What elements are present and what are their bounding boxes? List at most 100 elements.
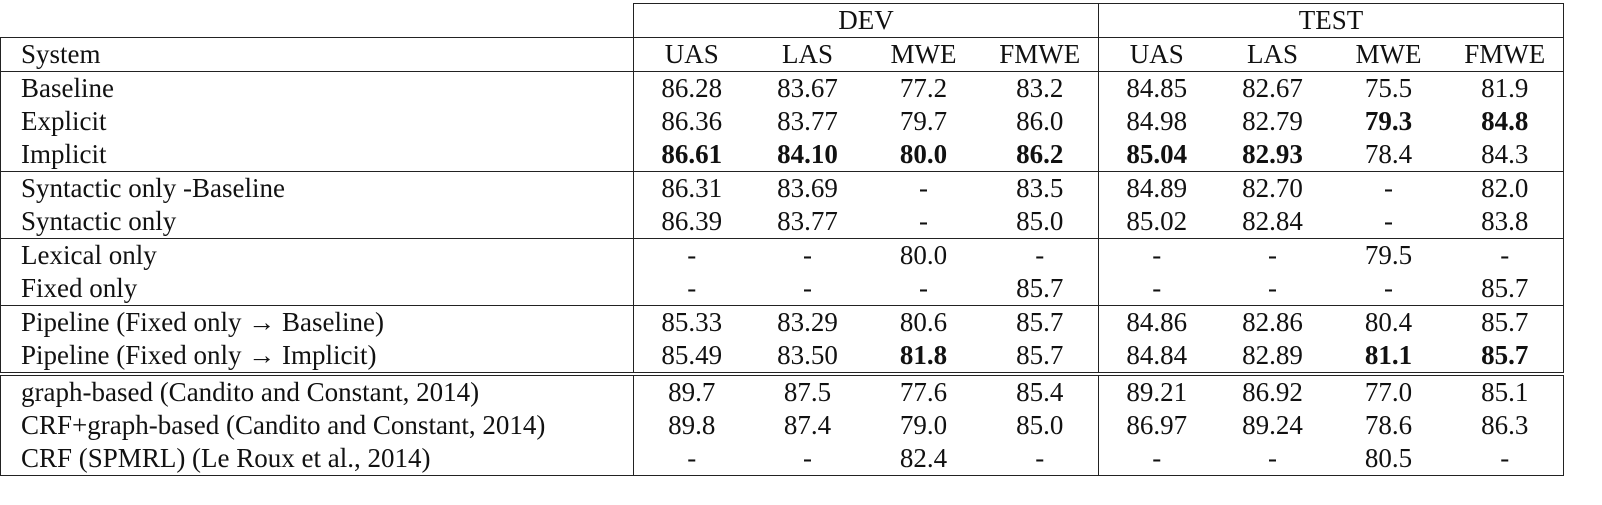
bold-value: 85.04 [1126, 139, 1188, 169]
score-cell: 79.0 [899, 410, 948, 440]
data-row: Pipeline (Fixed only → Implicit) 85.49 83.… [0, 339, 1564, 374]
data-row: graph-based (Candito and Constant, 2014)… [0, 372, 1564, 409]
score-cell: 83.77 [777, 106, 838, 136]
score-cell: 89.24 [1242, 410, 1303, 440]
bold-value: 86.2 [1016, 139, 1064, 169]
score-cell: 83.50 [777, 340, 838, 370]
score-cell: 81.1 [1331, 339, 1447, 374]
score-cell: - [981, 238, 1099, 272]
score-cell: 85.7 [1016, 273, 1064, 303]
table-body: DEV TEST System UAS LAS MWE FMWE UAS LAS MWE FMWE B… [0, 3, 1564, 476]
score-cell: 82.0 [1446, 171, 1564, 205]
score-cell: 84.89 [1098, 171, 1215, 205]
score-cell: 84.84 [1098, 339, 1215, 374]
score-cell: 80.4 [1330, 305, 1447, 339]
score-cell: 80.0 [865, 238, 982, 272]
data-row: Explicit 86.36 83.77 79.7 86.0 84.98 82.79 79.3… [0, 105, 1564, 138]
group-header-row: DEV TEST [1, 3, 1564, 38]
score-cell: 86.39 [633, 205, 750, 239]
system-name: Pipeline (Fixed only → Implicit) [0, 339, 634, 374]
score-cell: 83.29 [749, 305, 866, 339]
score-cell: - [749, 442, 866, 476]
score-cell: 86.92 [1214, 372, 1331, 409]
score-cell: 80.5 [1330, 442, 1447, 476]
score-cell: 81.9 [1446, 71, 1564, 105]
column-header-row: System UAS LAS MWE FMWE UAS LAS MWE FMWE [0, 37, 1564, 72]
system-name: Implicit [0, 138, 634, 172]
score-cell: 85.0 [1016, 410, 1064, 440]
results-table: DEV TEST System UAS LAS MWE FMWE UAS LAS MWE FMWE B… [0, 3, 1564, 476]
score-cell: 86.31 [633, 171, 750, 205]
score-cell: 83.2 [981, 71, 1099, 105]
score-cell: 86.3 [1446, 409, 1564, 442]
score-cell: 79.7 [899, 106, 948, 136]
data-row: Implicit 86.61 84.10 80.0 86.2 85.04 82.93 78.4… [0, 138, 1564, 172]
score-cell: 86.28 [633, 71, 750, 105]
score-cell: 82.70 [1214, 171, 1331, 205]
score-cell: 77.0 [1330, 372, 1447, 409]
score-cell: 83.67 [749, 71, 866, 105]
score-cell: 86.36 [633, 105, 750, 138]
score-cell: - [1214, 442, 1331, 476]
score-cell: - [1098, 442, 1215, 476]
bold-value: 80.0 [899, 139, 948, 169]
score-cell: 82.93 [1215, 138, 1331, 172]
score-cell: 82.4 [865, 442, 982, 476]
score-cell: 85.33 [633, 305, 750, 339]
column-header: MWE [865, 37, 982, 72]
score-cell: 86.2 [982, 138, 1099, 172]
system-name: Lexical only [0, 238, 634, 272]
score-cell: - [1268, 273, 1277, 303]
score-cell: - [633, 238, 750, 272]
data-row: Fixed only - - -85.7- - -85.7 [0, 272, 1564, 306]
score-cell: - [919, 206, 928, 236]
column-header: FMWE [981, 37, 1099, 72]
score-cell: 81.8 [866, 339, 982, 374]
score-cell: 82.86 [1214, 305, 1331, 339]
system-name: Syntactic only -Baseline [0, 171, 634, 205]
score-cell: 85.7 [1446, 272, 1564, 306]
score-cell: 86.61 [633, 138, 750, 172]
score-cell: 83.5 [981, 171, 1099, 205]
score-cell: - [633, 272, 750, 306]
score-cell: 84.8 [1446, 105, 1564, 138]
score-cell: 87.5 [749, 372, 866, 409]
score-cell: 83.69 [749, 171, 866, 205]
column-header: System [0, 37, 634, 72]
score-cell: 85.7 [1446, 339, 1564, 374]
score-cell: 82.79 [1242, 106, 1303, 136]
score-cell: - [749, 238, 866, 272]
system-name: CRF (SPMRL) (Le Roux et al., 2014) [0, 442, 634, 476]
table-container: DEV TEST System UAS LAS MWE FMWE UAS LAS MWE FMWE B… [0, 3, 1564, 476]
column-header: FMWE [1446, 37, 1564, 72]
bold-value: 81.8 [899, 340, 948, 370]
score-cell: - [1098, 272, 1215, 306]
data-row: Baseline 86.28 83.67 77.2 83.2 84.85 82.67 75.5… [0, 71, 1564, 105]
score-cell: - [1214, 238, 1331, 272]
column-header: MWE [1330, 37, 1447, 72]
column-header: LAS [749, 37, 866, 72]
score-cell: 86.0 [1016, 106, 1064, 136]
score-cell: 85.7 [981, 305, 1099, 339]
data-row: Syntactic only 86.39 83.77 - 85.0 85.02 82.84 -… [0, 205, 1564, 239]
score-cell: 77.2 [865, 71, 982, 105]
data-row: CRF+graph-based (Candito and Constant, 2… [0, 409, 1564, 442]
score-cell: 84.86 [1098, 305, 1215, 339]
score-cell: 75.5 [1330, 71, 1447, 105]
column-header: LAS [1214, 37, 1331, 72]
bold-value: 79.3 [1364, 106, 1413, 136]
score-cell: 85.1 [1446, 372, 1564, 409]
data-row: CRF (SPMRL) (Le Roux et al., 2014) - -82.4… [0, 442, 1564, 476]
score-cell: 79.3 [1331, 105, 1447, 138]
system-name: CRF+graph-based (Candito and Constant, 2… [0, 409, 634, 442]
score-cell: 77.6 [865, 372, 982, 409]
score-cell: 85.7 [1016, 340, 1064, 370]
score-cell: - [633, 442, 750, 476]
system-name: Pipeline (Fixed only → Baseline) [0, 305, 634, 339]
score-cell: - [1098, 238, 1215, 272]
bold-value: 81.1 [1364, 340, 1413, 370]
score-cell: 78.6 [1364, 410, 1413, 440]
score-cell: 79.5 [1330, 238, 1447, 272]
column-header: UAS [1098, 37, 1215, 72]
